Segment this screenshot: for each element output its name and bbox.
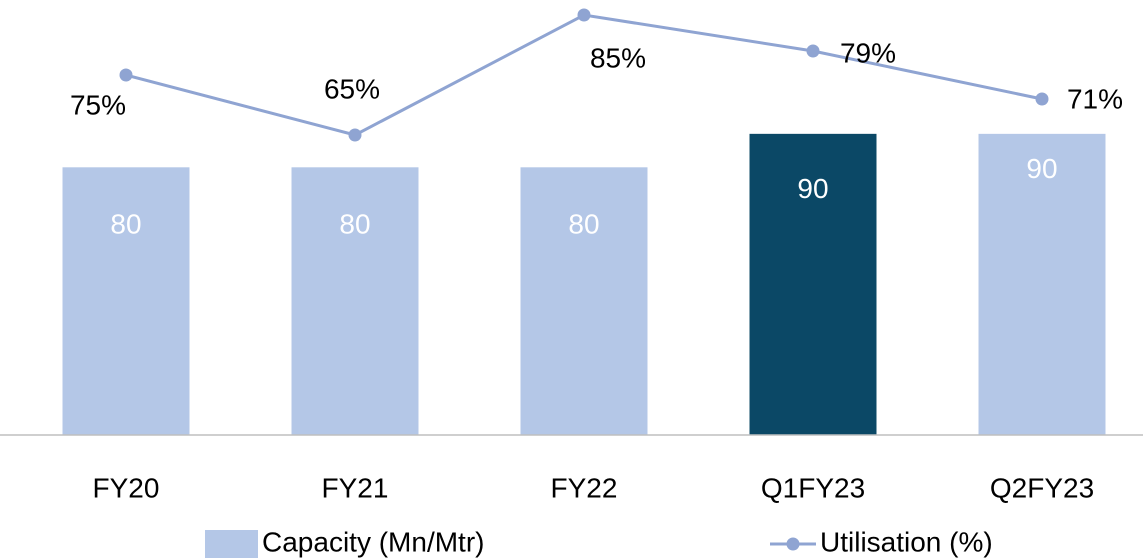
line-label: 75% — [70, 89, 126, 120]
bar-label: 90 — [1026, 153, 1057, 184]
x-tick-label: Q2FY23 — [990, 472, 1094, 503]
x-tick-label: FY22 — [551, 472, 618, 503]
x-tick-label: FY20 — [93, 472, 160, 503]
legend-label: Utilisation (%) — [820, 526, 993, 557]
line-marker — [1035, 92, 1049, 106]
line-marker — [348, 128, 362, 142]
legend-marker — [786, 537, 800, 551]
line — [125, 13, 1043, 137]
line-label: 71% — [1067, 83, 1123, 114]
bar — [520, 167, 648, 436]
bar — [978, 133, 1106, 435]
line-marker — [806, 44, 820, 58]
bar-label: 90 — [797, 173, 828, 204]
x-tick-label: Q1FY23 — [761, 472, 865, 503]
line-label: 79% — [840, 37, 896, 68]
bar — [291, 167, 419, 436]
bar — [62, 167, 190, 436]
bar-label: 80 — [568, 209, 599, 240]
x-tick-label: FY21 — [322, 472, 389, 503]
legend-swatch — [205, 530, 258, 558]
line-label: 85% — [590, 42, 646, 73]
line-marker — [577, 8, 591, 22]
bar — [749, 133, 877, 435]
legend-label: Capacity (Mn/Mtr) — [262, 526, 484, 557]
bar-label: 80 — [110, 209, 141, 240]
bar-label: 80 — [339, 209, 370, 240]
line-label: 65% — [324, 73, 380, 104]
line-marker — [119, 68, 133, 82]
